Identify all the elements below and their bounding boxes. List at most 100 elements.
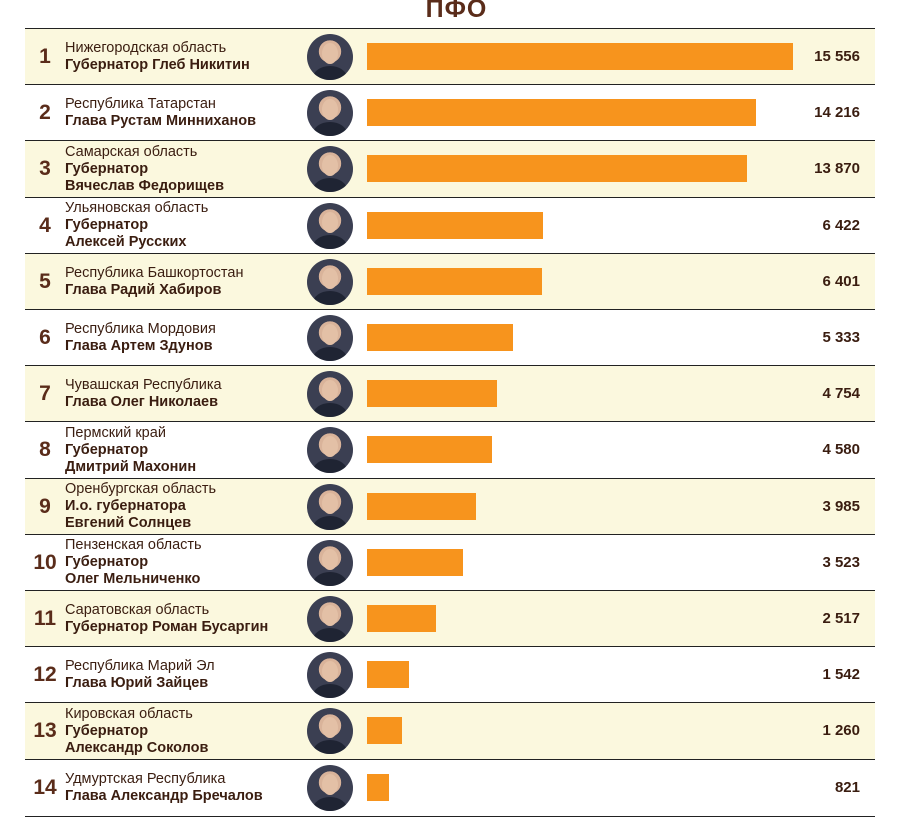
data-label: 14 216	[814, 104, 860, 122]
category-label: Кировская область Губернатор Александр Со…	[65, 703, 305, 759]
region-name: Удмуртская Республика	[65, 770, 226, 787]
region-name: Самарская область	[65, 143, 198, 160]
data-label: 3 985	[822, 497, 860, 515]
official-name: Глава Радий Хабиров	[65, 281, 222, 298]
portrait-photo	[307, 708, 353, 755]
bar	[367, 773, 390, 801]
rank-label: 12	[33, 663, 57, 687]
category-label: Республика Марий Эл Глава Юрий Зайцев	[65, 647, 305, 703]
bar	[367, 605, 436, 632]
data-label: 4 580	[822, 441, 860, 459]
rank-label: 3	[39, 157, 51, 181]
rank-label: 9	[39, 494, 51, 518]
portrait-photo	[307, 34, 353, 80]
data-label: 6 422	[822, 216, 860, 234]
chart-row: 7 Чувашская Республика Глава Олег Николаев…	[25, 365, 875, 423]
category-label: Чувашская Республика Глава Олег Николаев	[65, 366, 305, 422]
region-name: Республика Мордовия	[65, 321, 216, 337]
chart-row: 4 Ульяновская область Губернатор Алексей Р…	[25, 196, 875, 254]
official-name: Губернатор Дмитрий Махонин	[65, 441, 197, 475]
portrait-photo	[307, 764, 353, 811]
chart-row: 2 Республика Татарстан Глава Рустам Минних…	[25, 84, 875, 141]
bar	[367, 43, 793, 70]
category-label: Пермский край Губернатор Дмитрий Махонин	[65, 422, 305, 478]
portrait-photo	[307, 202, 353, 249]
rank-label: 6	[39, 326, 51, 349]
rank-label: 2	[39, 101, 51, 125]
portrait-photo	[307, 258, 353, 305]
bar	[367, 99, 757, 127]
portrait-photo	[307, 371, 353, 418]
data-label: 3 523	[822, 553, 860, 571]
category-label: Республика Татарстан Глава Рустам Минниха…	[65, 85, 305, 141]
data-label: 13 870	[814, 160, 860, 178]
region-name: Ульяновская область	[65, 200, 209, 217]
data-label: 2 517	[822, 610, 860, 627]
bar	[367, 211, 543, 239]
data-label: 15 556	[814, 48, 860, 65]
region-name: Республика Марий Эл	[65, 658, 215, 675]
bar	[367, 267, 543, 295]
official-name: Глава Рустам Минниханов	[65, 113, 257, 130]
chart-title: ПФО	[425, 0, 488, 23]
region-name: Республика Татарстан	[65, 96, 216, 113]
category-label: Удмуртская Республика Глава Александр Бре…	[65, 760, 305, 816]
category-label: Оренбургская область И.о. губернатора Евг…	[65, 479, 305, 535]
chart-row: 11 Саратовская область Губернатор Роман Бу…	[25, 590, 875, 647]
bar	[367, 717, 402, 745]
region-name: Оренбургская область	[65, 481, 217, 498]
portrait-photo	[307, 652, 353, 699]
bar	[367, 548, 464, 576]
region-name: Республика Башкортостан	[65, 264, 244, 281]
region-name: Нижегородская область	[65, 40, 227, 56]
category-label: Ульяновская область Губернатор Алексей Ру…	[65, 198, 305, 254]
category-label: Самарская область Губернатор Вячеслав Фед…	[65, 141, 305, 197]
bar	[367, 380, 498, 408]
chart-row: 14 Удмуртская Республика Глава Александр Б…	[25, 758, 875, 817]
rank-label: 7	[39, 382, 51, 406]
official-name: Глава Олег Николаев	[65, 394, 219, 411]
chart-row: 8 Пермский край Губернатор Дмитрий Махонин…	[25, 421, 875, 478]
official-name: Губернатор Александр Соколов	[65, 722, 209, 756]
official-name: Губернатор Алексей Русских	[65, 217, 187, 251]
rank-label: 13	[33, 719, 57, 743]
region-name: Чувашская Республика	[65, 377, 222, 394]
data-label: 4 754	[822, 385, 860, 403]
portrait-photo	[307, 90, 353, 137]
portrait-photo	[307, 427, 353, 474]
category-label: Пензенская область Губернатор Олег Мельни…	[65, 535, 305, 591]
rank-label: 1	[39, 45, 51, 68]
rank-label: 11	[33, 607, 57, 630]
official-name: Губернатор Олег Мельниченко	[65, 554, 201, 588]
bar	[367, 436, 493, 464]
official-name: Губернатор Роман Бусаргин	[65, 619, 269, 635]
bar	[367, 661, 410, 689]
official-name: Губернатор Глеб Никитин	[65, 57, 250, 73]
portrait-photo	[307, 315, 353, 361]
data-label: 1 260	[822, 722, 860, 740]
rank-label: 8	[39, 438, 51, 462]
official-name: Глава Юрий Зайцев	[65, 675, 209, 692]
region-name: Саратовская область	[65, 602, 210, 618]
chart-row: 5 Республика Башкортостан Глава Радий Хаби…	[25, 252, 875, 310]
official-name: Глава Артем Здунов	[65, 338, 213, 354]
category-label: Республика Мордовия Глава Артем Здунов	[65, 310, 305, 366]
portrait-photo	[307, 483, 353, 530]
category-label: Саратовская область Губернатор Роман Буса…	[65, 591, 305, 647]
bar	[367, 492, 477, 520]
bar	[367, 155, 747, 183]
data-label: 6 401	[822, 272, 860, 290]
chart-row: 12 Республика Марий Эл Глава Юрий Зайцев 1 …	[25, 646, 875, 703]
official-name: Губернатор Вячеслав Федорищев	[65, 160, 224, 194]
rank-label: 4	[39, 213, 51, 237]
chart-row: 3 Самарская область Губернатор Вячеслав Фе…	[25, 140, 875, 198]
portrait-photo	[307, 596, 353, 642]
chart-row: 1 Нижегородская область Губернатор Глеб Ни…	[25, 28, 875, 85]
data-label: 5 333	[822, 329, 860, 346]
rank-label: 5	[39, 269, 51, 293]
region-name: Пермский край	[65, 424, 166, 441]
chart-row: 6 Республика Мордовия Глава Артем Здунов 5 …	[25, 309, 875, 366]
region-name: Пензенская область	[65, 537, 202, 554]
category-label: Нижегородская область Губернатор Глеб Ник…	[65, 29, 305, 85]
portrait-photo	[307, 146, 353, 193]
